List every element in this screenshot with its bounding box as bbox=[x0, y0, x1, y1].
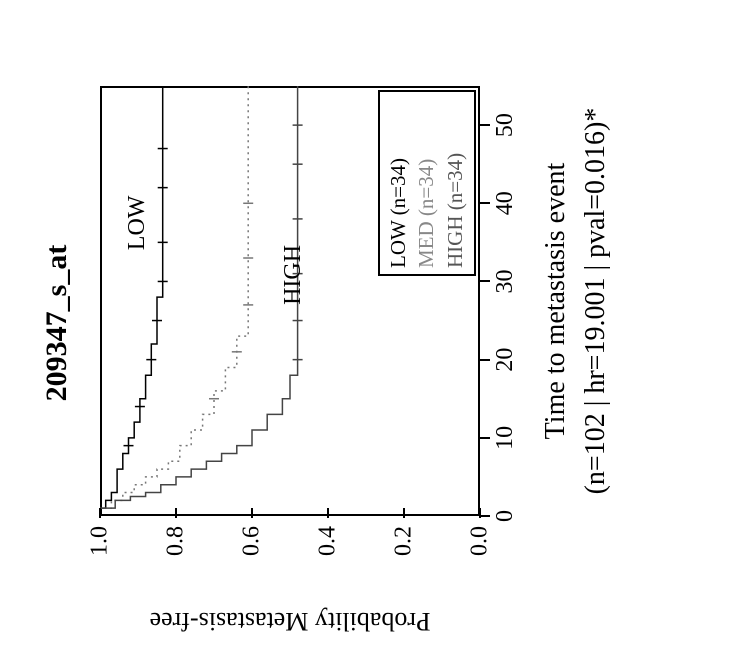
ytick-label: 0.2 bbox=[391, 526, 418, 576]
xtick-label: 40 bbox=[492, 191, 519, 215]
curve-med bbox=[100, 86, 248, 516]
curve-high bbox=[100, 86, 298, 516]
x-axis-label-2: (n=102 | hr=19.001 | pval=0.016)* bbox=[580, 36, 612, 566]
legend-item-low: LOW (n=34) bbox=[384, 98, 412, 268]
xtick-label: 30 bbox=[492, 269, 519, 293]
xtick-label: 0 bbox=[492, 510, 519, 522]
xtick-label: 50 bbox=[492, 113, 519, 137]
xtick-label: 10 bbox=[492, 426, 519, 450]
xtick-mark bbox=[480, 124, 490, 126]
ytick-label: 0.8 bbox=[163, 526, 190, 576]
ytick-label: 0.6 bbox=[239, 526, 266, 576]
ytick-mark bbox=[175, 508, 177, 518]
ytick-mark bbox=[251, 508, 253, 518]
km-chart: 209347_s_at Probability Metastasis-free … bbox=[0, 0, 734, 646]
ytick-mark bbox=[403, 508, 405, 518]
xtick-label: 20 bbox=[492, 348, 519, 372]
legend-item-med: MED (n=34) bbox=[412, 98, 440, 268]
curve-annotation: HIGH bbox=[280, 245, 307, 305]
ytick-mark bbox=[327, 508, 329, 518]
x-axis-label-1: Time to metastasis event bbox=[540, 86, 572, 516]
ytick-mark bbox=[99, 508, 101, 518]
xtick-mark bbox=[480, 437, 490, 439]
xtick-mark bbox=[480, 202, 490, 204]
xtick-mark bbox=[480, 280, 490, 282]
ytick-label: 0.0 bbox=[467, 526, 494, 576]
legend-box: LOW (n=34) MED (n=34) HIGH (n=34) bbox=[378, 90, 476, 276]
ytick-mark bbox=[479, 508, 481, 518]
ytick-label: 0.4 bbox=[315, 526, 342, 576]
xtick-mark bbox=[480, 359, 490, 361]
xtick-mark bbox=[480, 515, 490, 517]
y-axis-label: Probability Metastasis-free bbox=[100, 606, 480, 636]
ytick-label: 1.0 bbox=[87, 526, 114, 576]
curve-annotation: LOW bbox=[124, 196, 151, 251]
curve-low bbox=[100, 86, 163, 516]
legend-item-high: HIGH (n=34) bbox=[441, 98, 469, 268]
chart-title: 209347_s_at bbox=[40, 0, 74, 646]
